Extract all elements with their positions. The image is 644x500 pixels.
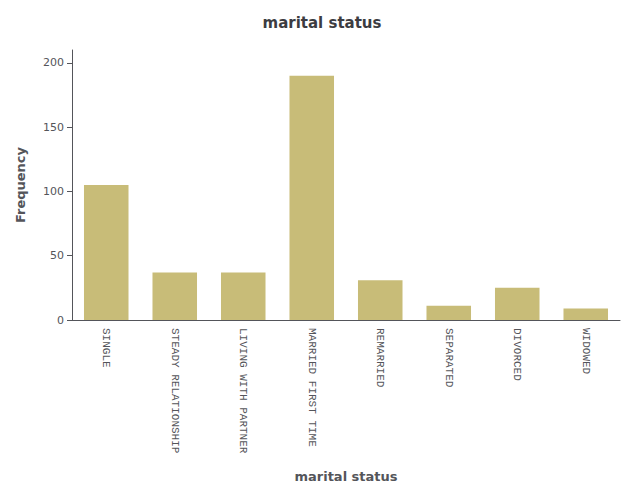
svg-text:50: 50 bbox=[50, 249, 64, 262]
svg-text:150: 150 bbox=[43, 121, 64, 134]
svg-text:REMARRIED: REMARRIED bbox=[374, 328, 386, 388]
svg-text:marital status: marital status bbox=[263, 14, 382, 32]
svg-text:Frequency: Frequency bbox=[13, 146, 28, 223]
svg-text:WIDOWED: WIDOWED bbox=[580, 328, 592, 375]
svg-text:STEADY RELATIONSHIP: STEADY RELATIONSHIP bbox=[169, 328, 181, 454]
svg-text:0: 0 bbox=[57, 314, 64, 327]
svg-text:200: 200 bbox=[43, 56, 64, 69]
svg-text:LIVING WITH PARTNER: LIVING WITH PARTNER bbox=[237, 328, 249, 454]
svg-text:MARRIED FIRST TIME: MARRIED FIRST TIME bbox=[306, 328, 318, 447]
svg-text:100: 100 bbox=[43, 185, 64, 198]
svg-text:SEPARATED: SEPARATED bbox=[443, 328, 455, 388]
svg-text:marital status: marital status bbox=[294, 469, 397, 484]
svg-text:DIVORCED: DIVORCED bbox=[511, 328, 523, 381]
svg-text:SINGLE: SINGLE bbox=[100, 328, 112, 368]
